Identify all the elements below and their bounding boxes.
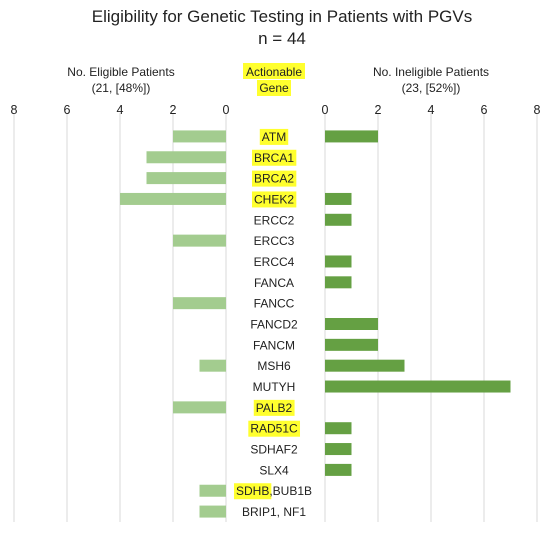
bar-eligible [173,401,226,414]
grid-layer [13,113,538,522]
gene-highlight [248,420,301,437]
center-axis-sublabel: Gene [259,81,289,95]
gene-label-part: MSH6 [257,359,291,373]
tick-right-6: 6 [481,103,488,117]
tick-left-6: 6 [64,103,71,117]
gene-label: MUTYH [253,380,296,394]
gene-label-part: FANCM [253,338,295,352]
bar-eligible [173,130,226,143]
gene-label-part: ERCC2 [254,213,295,227]
gene-label: ERCC3 [254,234,295,248]
chart-title: Eligibility for Genetic Testing in Patie… [92,7,472,26]
ticks-layer: 8 6 4 2 0 0 2 4 6 8 [11,103,541,117]
gene-label-part: BRIP1, NF1 [242,505,306,519]
bar-ineligible [325,130,378,143]
bar-ineligible [325,213,352,226]
gene-label-part: PALB2 [256,401,293,415]
gene-label-part: BRCA1 [254,151,294,165]
gene-label-part: BRCA2 [254,172,294,186]
gene-label-part: SLX4 [259,463,289,477]
gene-label: SLX4 [259,463,289,477]
gene-highlight [259,128,289,145]
bars-layer [120,130,511,518]
chart-subtitle: n = 44 [258,29,306,48]
gene-label-part: ERCC4 [254,255,295,269]
gene-label: CHEK2 [254,192,294,206]
bar-ineligible [325,443,352,456]
bar-eligible [146,172,226,185]
center-axis-label: Actionable [246,65,302,79]
bar-ineligible [325,276,352,289]
gene-label: FANCD2 [250,318,298,332]
gene-label-part: CHEK2 [254,192,294,206]
gene-label-part: RAD51C [250,422,298,436]
gene-label: ATM [262,130,286,144]
gene-highlight [251,170,297,187]
gene-label: ERCC4 [254,255,295,269]
tick-left-0: 0 [223,103,230,117]
tick-right-4: 4 [428,103,435,117]
gene-label: RAD51C [250,422,298,436]
gene-label: PALB2 [256,401,293,415]
bar-ineligible [325,255,352,268]
gene-label-part: FANCA [254,276,294,290]
bar-ineligible [325,463,352,476]
gene-label-part: FANCC [254,297,295,311]
bar-ineligible [325,359,405,372]
left-axis-sublabel: (21, [48%]) [92,81,151,95]
bar-eligible [146,151,226,164]
bar-eligible [199,505,226,518]
bar-ineligible [325,422,352,435]
center-header-highlight-1 [243,63,305,79]
tick-left-4: 4 [117,103,124,117]
gene-label-part: FANCD2 [250,318,298,332]
gene-label: MSH6 [257,359,291,373]
gene-label: FANCM [253,338,295,352]
gene-highlight [253,399,295,416]
gene-highlight [233,483,272,500]
bar-eligible [199,359,226,372]
gene-label-part: SDHAF2 [250,443,298,457]
tick-right-0: 0 [322,103,329,117]
gene-label: SDHAF2 [250,443,298,457]
bar-eligible [199,484,226,497]
tick-left-2: 2 [170,103,177,117]
gene-label-part: SDHB [236,484,269,498]
center-header-highlight-2 [257,80,291,96]
left-axis-label: No. Eligible Patients [67,65,174,79]
gene-label: BRIP1, NF1 [242,505,306,519]
gene-highlight [251,191,297,208]
bar-ineligible [325,380,511,393]
gene-labels: ATM BRCA1 BRCA2 CHEK2 ERCC2 ERCC3 ERCC4 FANCA FA… [233,128,312,519]
gene-label: FANCA [254,276,294,290]
gene-label: BRCA2 [254,172,294,186]
gene-label: BRCA1 [254,151,294,165]
gene-label-part: MUTYH [253,380,296,394]
gene-label-part: ,BUB1B [269,484,312,498]
gene-label-part: ERCC3 [254,234,295,248]
bar-eligible [173,297,226,310]
gene-label-part: ATM [262,130,286,144]
bar-ineligible [325,192,352,205]
right-axis-label: No. Ineligible Patients [373,65,489,79]
bar-eligible [120,192,226,205]
tick-left-8: 8 [11,103,18,117]
tick-right-8: 8 [534,103,541,117]
bar-ineligible [325,338,378,351]
bar-eligible [173,234,226,247]
bar-ineligible [325,318,378,330]
gene-label: ERCC2 [254,213,295,227]
tick-right-2: 2 [375,103,382,117]
gene-label: SDHB,BUB1B [236,484,312,498]
gene-label: FANCC [254,297,295,311]
right-axis-sublabel: (23, [52%]) [402,81,461,95]
gene-highlight [251,149,297,166]
